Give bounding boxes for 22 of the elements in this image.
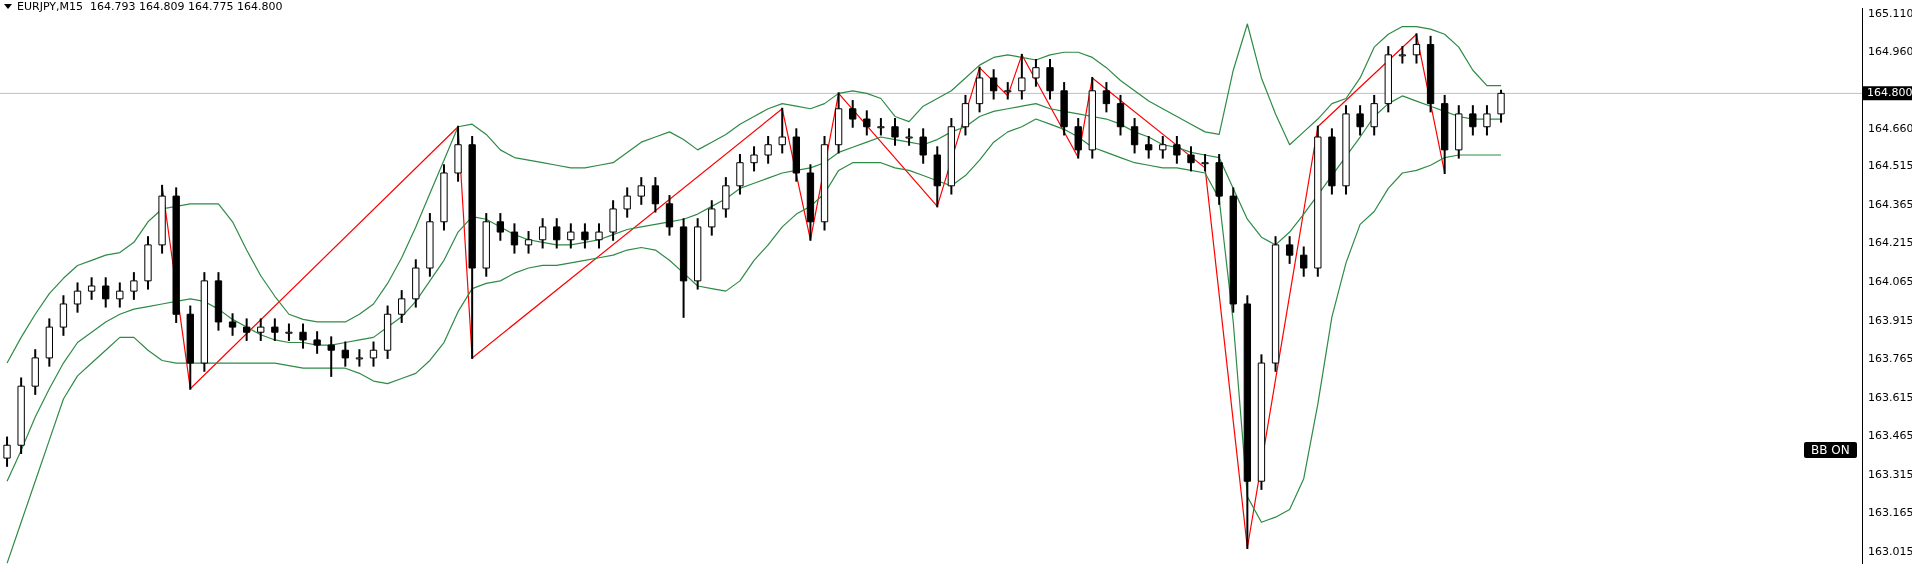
y-tick-label: 164.515 xyxy=(1868,159,1912,173)
y-tick-label: 163.015 xyxy=(1868,544,1912,558)
y-tick-label: 163.915 xyxy=(1868,313,1912,327)
text: BB ON xyxy=(1804,442,1857,459)
y-tick-label: 163.465 xyxy=(1868,429,1912,443)
candlestick xyxy=(891,117,899,147)
y-tick-label: 164.065 xyxy=(1868,275,1912,289)
candlestick xyxy=(609,199,617,242)
y-tick-label: 163.765 xyxy=(1868,352,1912,366)
candlestick xyxy=(130,271,138,301)
candlestick xyxy=(1342,104,1350,196)
y-tick-label: 164.215 xyxy=(1868,236,1912,250)
y-tick-label: 165.110 xyxy=(1868,6,1912,20)
y-tick-label: 163.165 xyxy=(1868,506,1912,520)
y-tick-label: 163.315 xyxy=(1868,467,1912,481)
y-tick-label: 164.660 xyxy=(1868,122,1912,136)
y-tick-label: 164.960 xyxy=(1868,45,1912,59)
ref-line-label: 164.800 xyxy=(1867,86,1912,100)
candlestick xyxy=(313,330,321,355)
y-tick-label: 163.615 xyxy=(1868,390,1912,404)
y-tick-label: 164.365 xyxy=(1868,197,1912,211)
chart-title: EURJPY,M15 164.793 164.809 164.775 164.800 xyxy=(17,0,283,13)
